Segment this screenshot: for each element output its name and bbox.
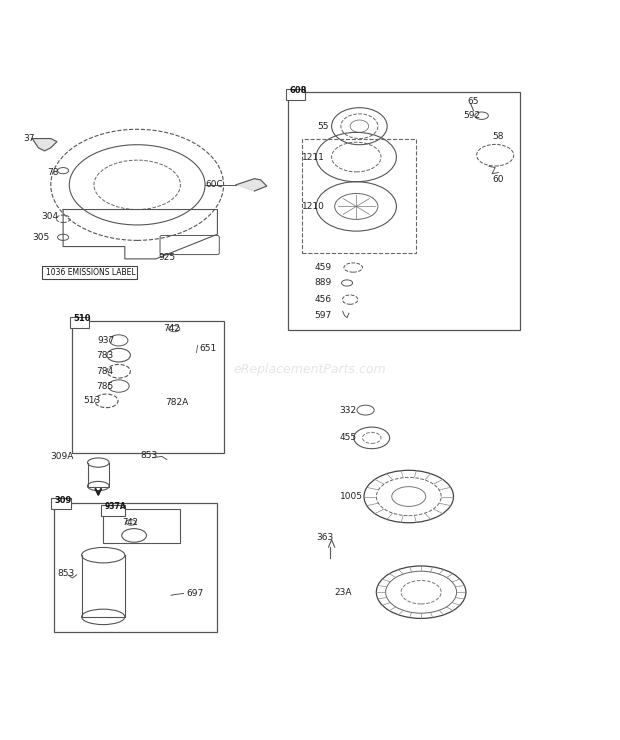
Text: 592: 592 [463,111,480,120]
Text: eReplacementParts.com: eReplacementParts.com [234,363,386,377]
Bar [42,266,137,279]
Text: 332: 332 [340,406,356,414]
Text: 1005: 1005 [340,492,363,501]
Text: 513: 513 [84,397,100,406]
Bar [51,498,71,510]
Text: 455: 455 [340,434,356,443]
Text: 37: 37 [23,134,35,143]
Text: 697: 697 [187,589,204,598]
Text: 55: 55 [317,121,328,131]
Text: 937: 937 [97,336,114,345]
Text: 309: 309 [55,496,72,505]
Text: 60: 60 [492,175,503,184]
Text: 23A: 23A [335,588,352,596]
Text: 742: 742 [122,518,138,527]
Text: 782A: 782A [165,398,188,407]
Text: 784: 784 [96,367,113,376]
Bar [73,320,224,454]
Text: 304: 304 [42,212,59,221]
Text: 889: 889 [314,278,332,287]
Text: 608: 608 [289,87,306,95]
Text: 785: 785 [96,382,113,391]
Text: 78: 78 [48,168,59,177]
Text: 742: 742 [163,324,180,333]
Text: 1036 EMISSIONS LABEL: 1036 EMISSIONS LABEL [46,268,135,277]
Text: 309A: 309A [51,452,74,461]
Text: 510: 510 [73,314,91,323]
Bar [70,317,89,328]
Text: 60C: 60C [205,181,223,189]
Bar [302,138,416,253]
Text: 937A: 937A [104,502,126,511]
Bar [54,502,218,632]
Text: 925: 925 [159,253,176,262]
Text: 58: 58 [492,132,503,141]
Text: 853: 853 [140,451,157,460]
Text: 459: 459 [314,263,332,272]
Text: 651: 651 [199,344,216,353]
Bar [286,89,305,101]
Text: 597: 597 [314,312,332,320]
Bar [102,505,125,516]
Text: 456: 456 [314,295,332,304]
Polygon shape [32,138,57,151]
Polygon shape [236,178,267,191]
Bar [288,92,520,330]
Text: 1210: 1210 [302,202,325,211]
Text: 783: 783 [96,351,113,360]
Text: 1211: 1211 [302,152,325,161]
Text: 363: 363 [316,534,334,542]
Text: 853: 853 [57,569,74,578]
Text: 65: 65 [467,97,479,106]
Bar [104,509,180,543]
Text: 305: 305 [32,233,50,243]
